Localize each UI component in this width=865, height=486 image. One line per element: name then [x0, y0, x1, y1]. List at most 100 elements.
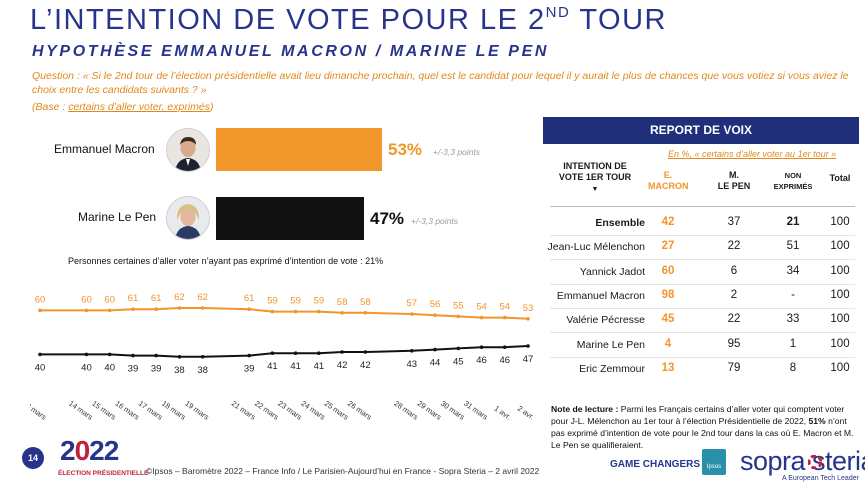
column-header: E. MACRON [648, 170, 689, 191]
table-row-label: Yannick Jadot [579, 265, 645, 278]
series-1-data-label: 40 [81, 362, 92, 373]
series-0-data-label: 54 [476, 302, 487, 313]
series-0-point [502, 315, 507, 320]
series-0-data-label: 59 [290, 296, 301, 307]
series-1-point [340, 350, 344, 354]
series-0-point [363, 311, 368, 315]
series-1-point [410, 349, 414, 353]
series-0-data-label: 53 [523, 303, 534, 314]
series-0-point [410, 312, 414, 316]
series-0-point [317, 309, 321, 314]
election-logo-caption: ÉLECTION PRÉSIDENTIELLE [58, 470, 149, 477]
series-0-point [293, 309, 298, 314]
x-tick-label: 26 mars [346, 399, 374, 422]
table-cell: 100 [830, 361, 850, 374]
series-1-data-label: 38 [197, 365, 208, 376]
x-tick-label: 23 mars [276, 399, 304, 422]
lepen-photo [166, 196, 210, 240]
series-0-point [479, 315, 484, 320]
bar-lepen [216, 197, 364, 240]
table-cell: 13 [661, 361, 675, 374]
series-0-point [526, 317, 530, 321]
series-1-data-label: 42 [360, 360, 371, 371]
table-row-label: Marine Le Pen [576, 338, 645, 351]
table-cell: 98 [661, 288, 675, 301]
table-cell: 27 [661, 240, 675, 253]
election-2022-logo: 2022 [60, 435, 119, 466]
table-cell: - [791, 288, 795, 301]
series-1-data-label: 41 [290, 361, 301, 372]
series-1-data-label: 42 [337, 360, 348, 371]
bar-label-lepen: Marine Le Pen [78, 210, 157, 224]
series-0-point [433, 313, 437, 317]
table-cell: 100 [830, 288, 850, 301]
series-1-data-label: 46 [476, 355, 487, 366]
bar-value-macron: 53% [388, 140, 423, 159]
row-divider [550, 283, 855, 285]
series-1-data-label: 39 [244, 364, 255, 375]
bar-margin-lepen: +/-3,3 points [411, 216, 459, 226]
x-tick-label: 29 mars [416, 399, 444, 422]
table-cell: 95 [727, 337, 741, 350]
series-0-data-label: 60 [104, 294, 115, 305]
table-cell: 100 [830, 216, 850, 228]
bar-value-lepen: 47% [370, 209, 405, 228]
series-1-data-label: 45 [453, 356, 464, 367]
series-1-point [154, 353, 158, 358]
series-1-point [502, 345, 507, 349]
series-0-point [131, 307, 135, 311]
x-tick-label: 16 mars [114, 399, 142, 422]
x-tick-label: 2 avr. [516, 404, 536, 422]
series-1-point [363, 350, 368, 354]
table-cell: 4 [664, 337, 672, 350]
series-1-point [433, 347, 437, 352]
table-row-label: Valérie Pécresse [566, 314, 645, 327]
series-1-point [38, 352, 42, 357]
series-1-point [131, 353, 135, 358]
game-changers-label: GAME CHANGERS [610, 459, 701, 470]
table-cell: 22 [727, 240, 741, 253]
series-0-point [456, 314, 461, 319]
series-0-data-label: 56 [430, 299, 441, 310]
series-0-data-label: 60 [81, 294, 92, 305]
series-1-data-label: 47 [523, 354, 534, 365]
table-cell: 100 [830, 264, 850, 277]
page-number: 14 [22, 447, 44, 469]
x-tick-label: 12 mars [30, 399, 48, 422]
series-0-point [107, 308, 112, 313]
survey-base: (Base : certains d’aller voter, exprimés… [32, 101, 214, 113]
series-1-data-label: 38 [174, 365, 185, 376]
table-cell: 100 [830, 337, 850, 350]
series-0-data-label: 62 [197, 292, 208, 303]
series-0-data-label: 59 [267, 296, 278, 307]
x-tick-label: 14 mars [67, 399, 95, 422]
series-0-point [247, 307, 251, 311]
row-header: INTENTION DE VOTE 1ER TOUR ▼ [558, 161, 632, 193]
series-0-point [340, 311, 344, 315]
row-divider [550, 307, 855, 309]
x-tick-label: 1 avr. [493, 404, 513, 422]
x-tick-label: 31 mars [462, 399, 490, 422]
series-1-data-label: 39 [128, 364, 139, 375]
table-cell: 2 [730, 288, 738, 301]
macron-photo [166, 128, 210, 172]
table-cell: 34 [786, 264, 800, 277]
table-cell: 22 [727, 313, 741, 326]
series-0-data-label: 55 [453, 300, 464, 311]
series-0-data-label: 62 [174, 292, 185, 303]
series-0-point [154, 307, 158, 311]
table-row-label: Jean-Luc Mélenchon [547, 241, 645, 254]
report-table-title: REPORT DE VOIX [543, 117, 859, 144]
x-tick-label: 17 mars [137, 399, 165, 422]
header-divider [550, 206, 855, 207]
series-1-data-label: 41 [267, 361, 278, 372]
bar-label-macron: Emmanuel Macron [54, 142, 155, 156]
series-1-data-label: 44 [430, 358, 441, 369]
person-icon [167, 129, 209, 171]
series-0-data-label: 61 [128, 293, 139, 304]
x-tick-label: 28 mars [392, 399, 420, 422]
series-0-point [84, 308, 89, 313]
ipsos-logo: Ipsos [702, 449, 726, 475]
series-0-point [270, 309, 275, 314]
x-tick-label: 18 mars [160, 399, 188, 422]
